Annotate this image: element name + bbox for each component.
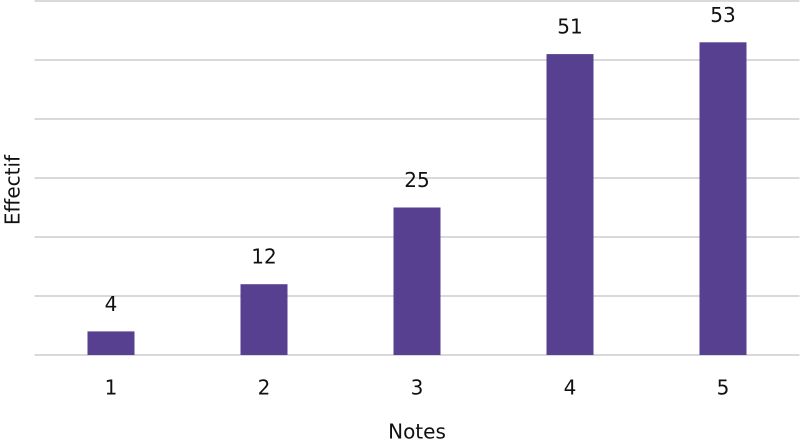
x-tick-label: 1 bbox=[105, 376, 118, 400]
value-label: 12 bbox=[251, 245, 276, 269]
value-label: 53 bbox=[710, 3, 735, 27]
bar bbox=[699, 42, 747, 356]
value-label: 25 bbox=[404, 168, 429, 192]
x-tick-label: 2 bbox=[258, 376, 271, 400]
x-tick-label: 5 bbox=[717, 376, 730, 400]
x-axis-label: Notes bbox=[388, 420, 446, 444]
bar bbox=[393, 207, 441, 355]
bar bbox=[546, 54, 594, 355]
value-label: 51 bbox=[557, 15, 582, 39]
x-tick-label: 3 bbox=[411, 376, 424, 400]
bar bbox=[240, 284, 288, 355]
value-label: 4 bbox=[105, 292, 118, 316]
x-tick-label: 4 bbox=[564, 376, 577, 400]
bar bbox=[87, 331, 135, 355]
y-axis-label: Effectif bbox=[1, 154, 25, 225]
